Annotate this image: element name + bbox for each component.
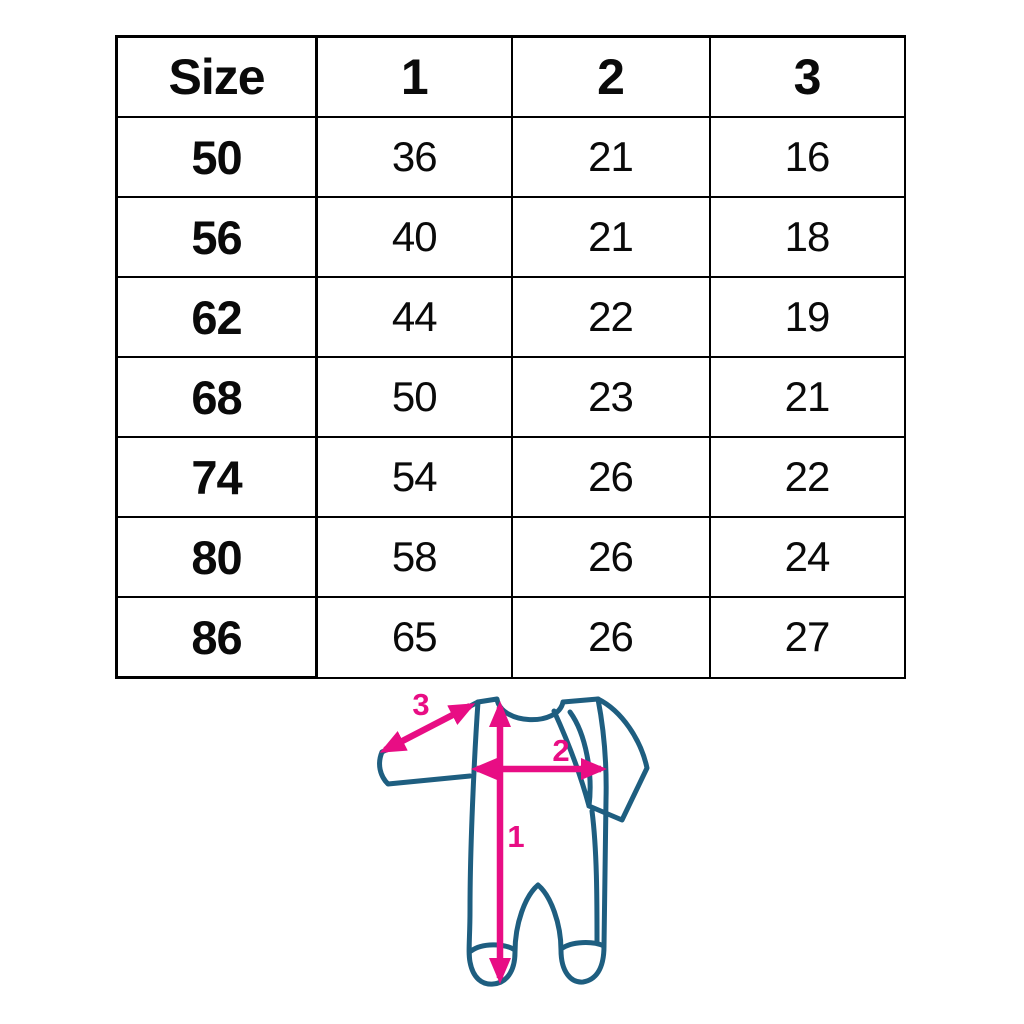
table-row: 62 44 22 19: [115, 276, 906, 358]
table-row: 50 36 21 16: [115, 116, 906, 198]
size-cell: 68: [115, 356, 318, 438]
value-cell: 23: [510, 356, 711, 438]
size-cell: 62: [115, 276, 318, 358]
value-cell: 22: [708, 436, 906, 518]
value-cell: 19: [708, 276, 906, 358]
value-cell: 54: [315, 436, 513, 518]
value-cell: 65: [315, 596, 513, 679]
value-cell: 27: [708, 596, 906, 679]
table-row: 56 40 21 18: [115, 196, 906, 278]
measurement-arrows: 1 2 3: [379, 687, 607, 984]
value-cell: 36: [315, 116, 513, 198]
value-cell: 24: [708, 516, 906, 598]
column-header-1: 1: [315, 35, 513, 118]
table-row: 80 58 26 24: [115, 516, 906, 598]
value-cell: 26: [510, 436, 711, 518]
size-cell: 50: [115, 116, 318, 198]
value-cell: 44: [315, 276, 513, 358]
value-cell: 22: [510, 276, 711, 358]
column-header-3: 3: [708, 35, 906, 118]
value-cell: 26: [510, 516, 711, 598]
column-header-2: 2: [510, 35, 711, 118]
size-chart-table: Size 1 2 3 50 36 21 16 56 40 21 18 62 44: [115, 35, 906, 679]
size-cell: 80: [115, 516, 318, 598]
header-row: Size 1 2 3: [115, 35, 906, 118]
arrow-label-chest: 2: [552, 733, 569, 768]
table-row: 74 54 26 22: [115, 436, 906, 518]
value-cell: 16: [708, 116, 906, 198]
value-cell: 26: [510, 596, 711, 679]
onesie-measurement-diagram: 1 2 3: [377, 687, 650, 987]
table-row: 86 65 26 27: [115, 596, 906, 679]
size-cell: 74: [115, 436, 318, 518]
arrow-label-sleeve: 3: [412, 687, 429, 722]
value-cell: 58: [315, 516, 513, 598]
size-cell: 86: [115, 596, 318, 679]
value-cell: 40: [315, 196, 513, 278]
value-cell: 50: [315, 356, 513, 438]
measurement-arrow-sleeve: [379, 703, 476, 753]
value-cell: 21: [510, 116, 711, 198]
value-cell: 21: [510, 196, 711, 278]
value-cell: 18: [708, 196, 906, 278]
column-header-size: Size: [115, 35, 318, 118]
value-cell: 21: [708, 356, 906, 438]
size-cell: 56: [115, 196, 318, 278]
table-row: 68 50 23 21: [115, 356, 906, 438]
arrow-label-length: 1: [507, 819, 524, 854]
